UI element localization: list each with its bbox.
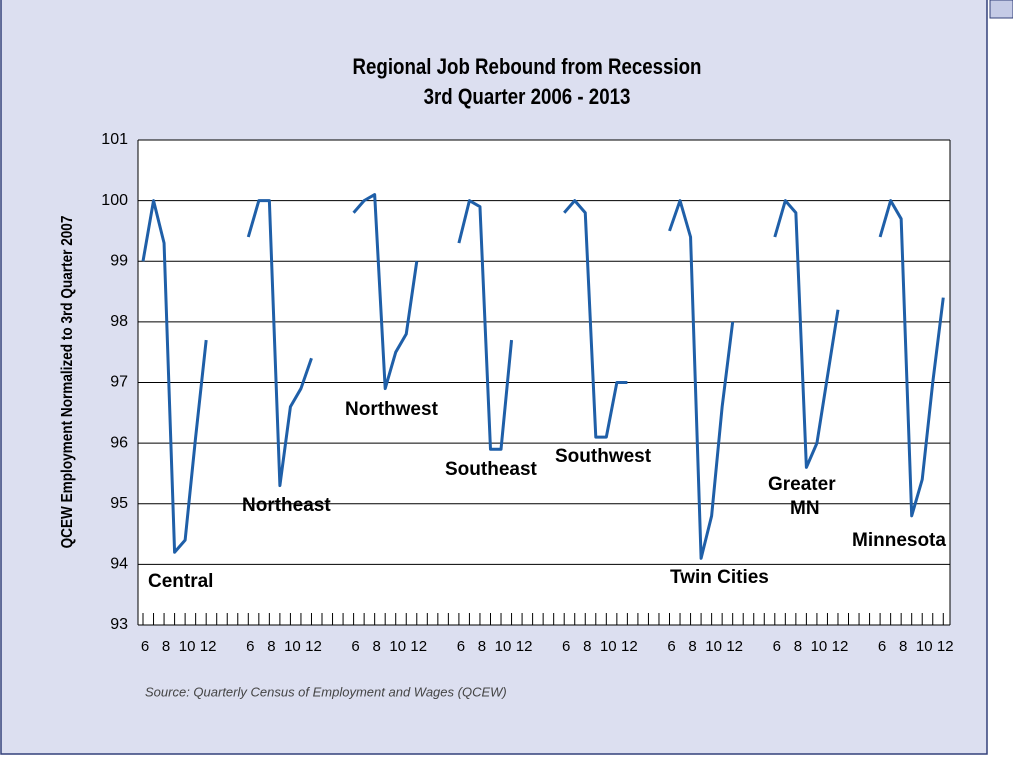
x-tick-label: 8 bbox=[794, 638, 802, 655]
region-label: Central bbox=[148, 571, 213, 592]
x-tick-label: 10 bbox=[179, 638, 196, 655]
region-label: Twin Cities bbox=[670, 567, 769, 588]
region-label: Southwest bbox=[555, 446, 652, 467]
chart-subtitle: 3rd Quarter 2006 - 2013 bbox=[424, 85, 631, 109]
x-tick-label: 10 bbox=[916, 638, 933, 655]
chart-title: Regional Job Rebound from Recession bbox=[353, 55, 702, 79]
y-tick-label: 93 bbox=[110, 616, 128, 633]
y-tick-label: 94 bbox=[110, 556, 128, 573]
source-note: Source: Quarterly Census of Employment a… bbox=[145, 684, 507, 699]
x-tick-label: 6 bbox=[773, 638, 781, 655]
corner-tab bbox=[989, 0, 1013, 19]
x-tick-label: 6 bbox=[457, 638, 465, 655]
x-tick-label: 8 bbox=[162, 638, 170, 655]
x-tick-label: 6 bbox=[878, 638, 886, 655]
x-tick-label: 8 bbox=[267, 638, 275, 655]
x-tick-label: 8 bbox=[688, 638, 696, 655]
x-tick-label: 8 bbox=[478, 638, 486, 655]
x-tick-label: 12 bbox=[621, 638, 638, 655]
x-tick-label: 10 bbox=[495, 638, 512, 655]
y-axis-label: QCEW Employment Normalized to 3rd Quarte… bbox=[59, 216, 76, 549]
region-label: Greater bbox=[768, 474, 836, 495]
region-label: MN bbox=[790, 498, 820, 519]
y-tick-label: 97 bbox=[110, 374, 128, 391]
x-tick-label: 12 bbox=[410, 638, 427, 655]
x-tick-label: 6 bbox=[351, 638, 359, 655]
region-label: Southeast bbox=[445, 459, 538, 480]
x-tick-label: 6 bbox=[246, 638, 254, 655]
x-tick-label: 10 bbox=[284, 638, 301, 655]
y-tick-label: 95 bbox=[110, 495, 128, 512]
x-tick-label: 10 bbox=[389, 638, 406, 655]
x-tick-label: 12 bbox=[305, 638, 322, 655]
x-tick-label: 10 bbox=[705, 638, 722, 655]
x-tick-label: 6 bbox=[667, 638, 675, 655]
region-label: Minnesota bbox=[852, 530, 946, 551]
x-tick-label: 8 bbox=[372, 638, 380, 655]
x-tick-label: 12 bbox=[200, 638, 217, 655]
x-tick-label: 6 bbox=[141, 638, 149, 655]
y-tick-label: 101 bbox=[101, 131, 128, 148]
x-tick-label: 8 bbox=[899, 638, 907, 655]
x-tick-label: 10 bbox=[811, 638, 828, 655]
region-label: Northwest bbox=[345, 399, 439, 420]
series-line bbox=[141, 193, 945, 560]
x-tick-label: 12 bbox=[937, 638, 954, 655]
region-label: Northeast bbox=[242, 495, 331, 516]
x-tick-label: 12 bbox=[832, 638, 849, 655]
x-tick-label: 6 bbox=[562, 638, 570, 655]
y-tick-label: 96 bbox=[110, 434, 128, 451]
y-tick-label: 100 bbox=[101, 192, 128, 209]
x-tick-label: 10 bbox=[600, 638, 617, 655]
x-tick-label: 12 bbox=[516, 638, 533, 655]
x-tick-label: 8 bbox=[583, 638, 591, 655]
y-tick-label: 99 bbox=[110, 252, 128, 269]
x-tick-label: 12 bbox=[726, 638, 743, 655]
y-tick-label: 98 bbox=[110, 313, 128, 330]
